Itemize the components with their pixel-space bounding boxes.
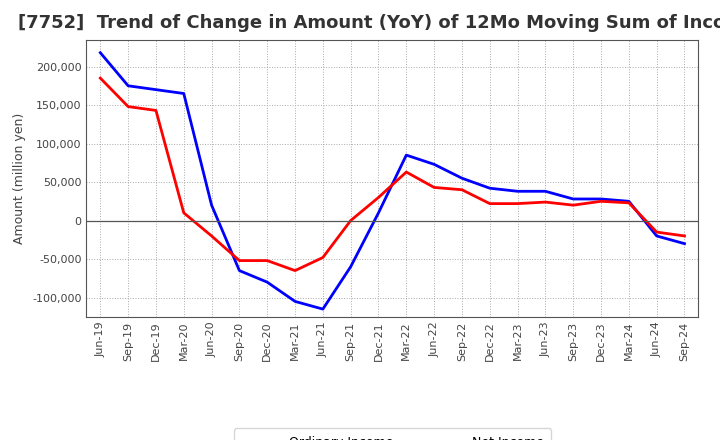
Ordinary Income xyxy=(569,196,577,202)
Y-axis label: Amount (million yen): Amount (million yen) xyxy=(14,113,27,244)
Net Income xyxy=(96,75,104,81)
Ordinary Income xyxy=(152,87,161,92)
Ordinary Income xyxy=(597,196,606,202)
Net Income xyxy=(513,201,522,206)
Ordinary Income xyxy=(680,241,689,246)
Ordinary Income xyxy=(207,202,216,208)
Net Income xyxy=(652,230,661,235)
Net Income xyxy=(318,255,327,260)
Ordinary Income xyxy=(263,279,271,285)
Net Income xyxy=(597,198,606,204)
Ordinary Income xyxy=(458,176,467,181)
Line: Net Income: Net Income xyxy=(100,78,685,271)
Net Income xyxy=(346,218,355,223)
Net Income xyxy=(374,195,383,200)
Net Income xyxy=(124,104,132,109)
Ordinary Income xyxy=(96,50,104,55)
Net Income xyxy=(207,233,216,238)
Ordinary Income xyxy=(124,83,132,88)
Ordinary Income xyxy=(541,189,550,194)
Line: Ordinary Income: Ordinary Income xyxy=(100,53,685,309)
Net Income xyxy=(291,268,300,273)
Net Income xyxy=(263,258,271,263)
Net Income xyxy=(402,169,410,175)
Ordinary Income xyxy=(235,268,243,273)
Net Income xyxy=(624,200,633,205)
Net Income xyxy=(430,185,438,190)
Ordinary Income xyxy=(652,233,661,238)
Net Income xyxy=(179,210,188,216)
Ordinary Income xyxy=(374,210,383,216)
Net Income xyxy=(458,187,467,192)
Ordinary Income xyxy=(179,91,188,96)
Net Income xyxy=(569,202,577,208)
Legend: Ordinary Income, Net Income: Ordinary Income, Net Income xyxy=(233,429,552,440)
Ordinary Income xyxy=(402,152,410,158)
Net Income xyxy=(680,233,689,238)
Ordinary Income xyxy=(624,198,633,204)
Net Income xyxy=(235,258,243,263)
Ordinary Income xyxy=(485,186,494,191)
Title: [7752]  Trend of Change in Amount (YoY) of 12Mo Moving Sum of Incomes: [7752] Trend of Change in Amount (YoY) o… xyxy=(18,15,720,33)
Ordinary Income xyxy=(346,264,355,269)
Net Income xyxy=(152,108,161,113)
Ordinary Income xyxy=(430,161,438,167)
Net Income xyxy=(485,201,494,206)
Ordinary Income xyxy=(291,299,300,304)
Net Income xyxy=(541,199,550,205)
Ordinary Income xyxy=(318,306,327,312)
Ordinary Income xyxy=(513,189,522,194)
